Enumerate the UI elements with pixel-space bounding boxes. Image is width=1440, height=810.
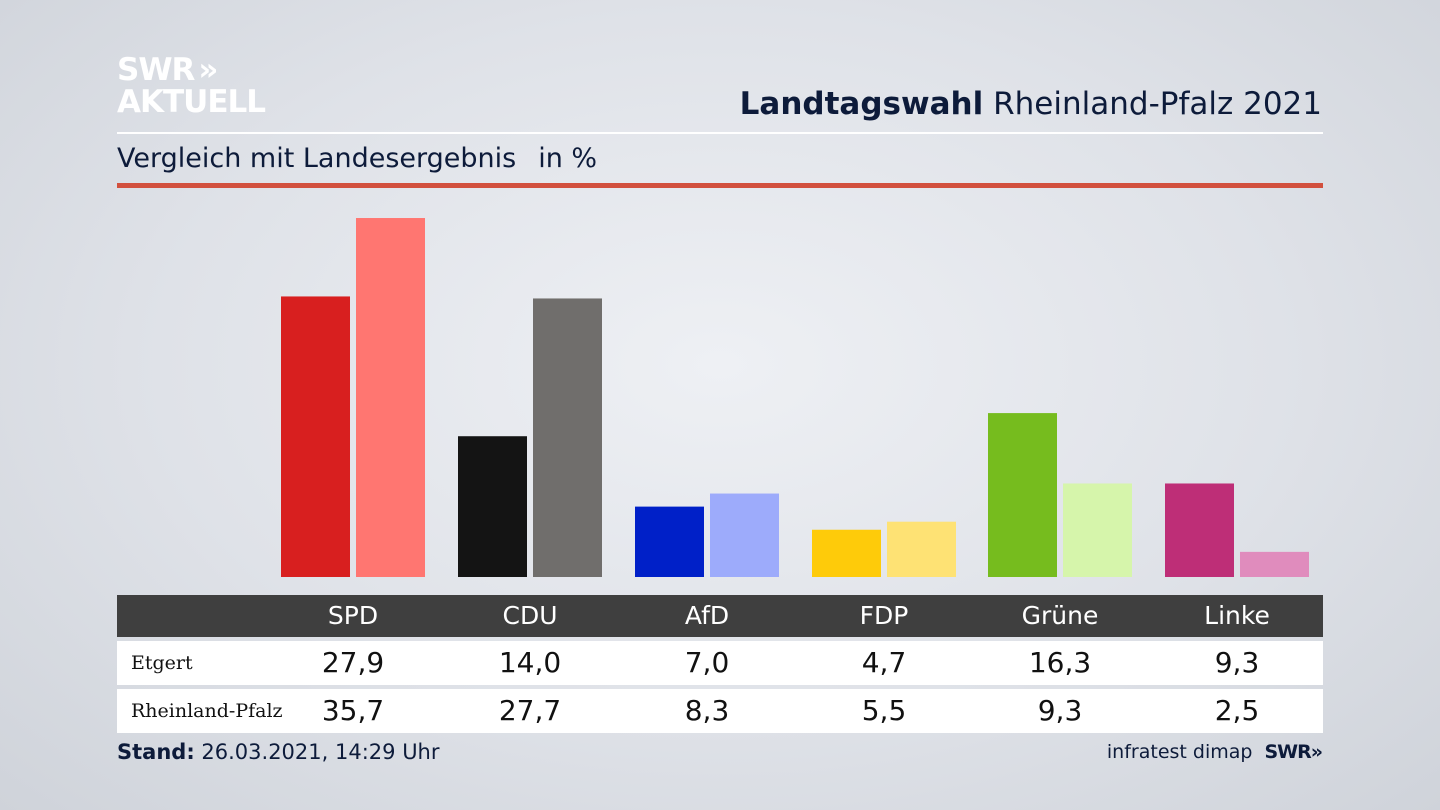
- swr-small-logo: SWR»: [1264, 741, 1323, 763]
- logo-aktuell-text: AKTUELL: [117, 84, 266, 120]
- bar-grne-rlp: [1063, 483, 1132, 577]
- results-table: SPD CDU AfD FDP Grüne Linke Etgert 27,9 14,0 7,…: [117, 595, 1323, 733]
- value-cell: 9,3: [1214, 646, 1260, 679]
- bar-linke-rlp: [1240, 551, 1309, 577]
- value-cell: 14,0: [498, 646, 562, 679]
- header-cell: Linke: [1204, 601, 1270, 630]
- bar-cdu-etgert: [458, 436, 527, 577]
- value-cell: 9,3: [1037, 694, 1083, 727]
- value-cell: 7,0: [684, 646, 730, 679]
- value-cell: 2,5: [1214, 694, 1260, 727]
- bar-linke-etgert: [1165, 483, 1234, 577]
- bar-fdp-etgert: [812, 529, 881, 577]
- bar-grne-etgert: [988, 413, 1057, 577]
- title-divider: [117, 132, 1323, 134]
- bar-cdu-rlp: [533, 298, 602, 577]
- header-cell: FDP: [859, 601, 909, 630]
- swr-aktuell-logo: SWR» AKTUELL: [117, 52, 266, 120]
- value-cell: 5,5: [861, 694, 907, 727]
- stand-value: 26.03.2021, 14:29 Uhr: [201, 740, 440, 764]
- bar-fdp-rlp: [887, 521, 956, 577]
- bar-afd-etgert: [635, 506, 704, 577]
- title-bold: Landtagswahl: [739, 86, 984, 122]
- bar-spd-rlp: [356, 218, 425, 577]
- value-cell: 16,3: [1028, 646, 1092, 679]
- stand-label: Stand:: [117, 740, 195, 764]
- value-cell: 8,3: [684, 694, 730, 727]
- header-cell: CDU: [502, 601, 558, 630]
- subtitle-text: Vergleich mit Landesergebnis: [117, 143, 517, 174]
- row-label: Rheinland-Pfalz: [131, 700, 283, 722]
- value-cell: 27,9: [321, 646, 385, 679]
- table-row-rheinland-pfalz: Rheinland-Pfalz 35,7 27,7 8,3 5,5 9,3 2,5: [117, 689, 1323, 733]
- logo-swr-text: SWR: [117, 52, 195, 88]
- chart-subtitle: Vergleich mit Landesergebnis in %: [117, 143, 597, 174]
- bar-afd-rlp: [710, 493, 779, 577]
- row-label: Etgert: [131, 652, 193, 674]
- table-row-etgert: Etgert 27,9 14,0 7,0 4,7 16,3 9,3: [117, 641, 1323, 685]
- subtitle-divider: [117, 183, 1323, 188]
- header-cell: SPD: [327, 601, 379, 630]
- title-rest: Rheinland-Pfalz 2021: [993, 86, 1322, 122]
- chart-title: Landtagswahl Rheinland-Pfalz 2021: [740, 86, 1322, 122]
- value-cell: 27,7: [498, 694, 562, 727]
- source-credit: infratest dimap SWR»: [1106, 741, 1323, 763]
- header-cell: AfD: [684, 601, 730, 630]
- value-cell: 35,7: [321, 694, 385, 727]
- source-text: infratest dimap: [1106, 741, 1253, 763]
- bar-spd-etgert: [281, 296, 350, 577]
- timestamp: Stand: 26.03.2021, 14:29 Uhr: [117, 740, 440, 764]
- value-cell: 4,7: [861, 646, 907, 679]
- table-header: SPD CDU AfD FDP Grüne Linke: [117, 595, 1323, 637]
- subtitle-unit: in %: [538, 143, 598, 174]
- bar-chart: [281, 218, 1309, 577]
- header-cell: Grüne: [1021, 601, 1099, 630]
